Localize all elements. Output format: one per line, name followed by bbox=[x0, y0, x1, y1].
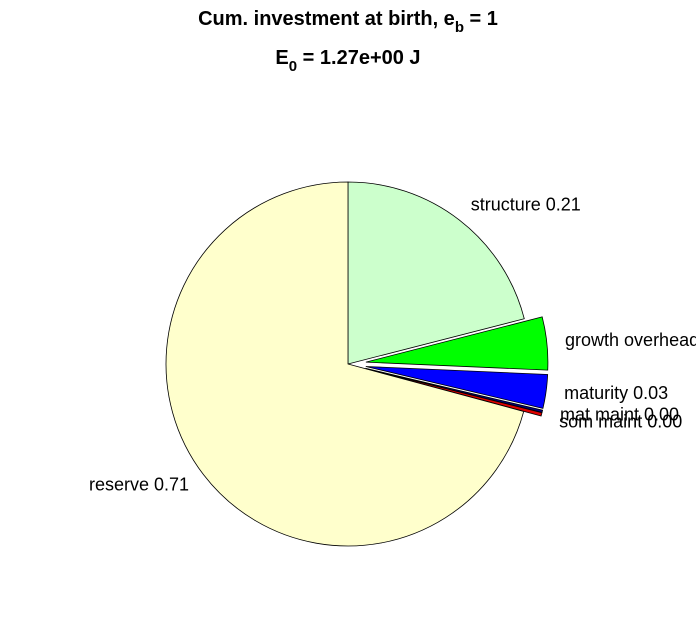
chart-title: Cum. investment at birth, eb = 1 bbox=[198, 8, 498, 36]
slice-label: structure 0.21 bbox=[471, 195, 581, 215]
pie-slice bbox=[365, 316, 549, 371]
title-text: = 1 bbox=[464, 8, 498, 30]
chart-title: E0 = 1.27e+00 J bbox=[275, 47, 420, 75]
slice-label: som maint 0.00 bbox=[559, 412, 682, 432]
pie-slice bbox=[365, 366, 549, 409]
slice-label: reserve 0.71 bbox=[89, 474, 189, 494]
title-subscript: b bbox=[455, 19, 464, 36]
title-text: E bbox=[275, 47, 288, 69]
slice-label: mat maint 0.00 bbox=[560, 404, 679, 424]
slice-label: growth overhead 0.05 bbox=[565, 330, 696, 350]
slice-label: maturity 0.03 bbox=[564, 383, 668, 403]
title-text: = 1.27e+00 J bbox=[297, 47, 420, 69]
title-subscript: 0 bbox=[289, 58, 297, 75]
title-text: Cum. investment at birth, e bbox=[198, 8, 455, 30]
pie-slice bbox=[347, 181, 525, 365]
pie-slice bbox=[165, 181, 525, 547]
